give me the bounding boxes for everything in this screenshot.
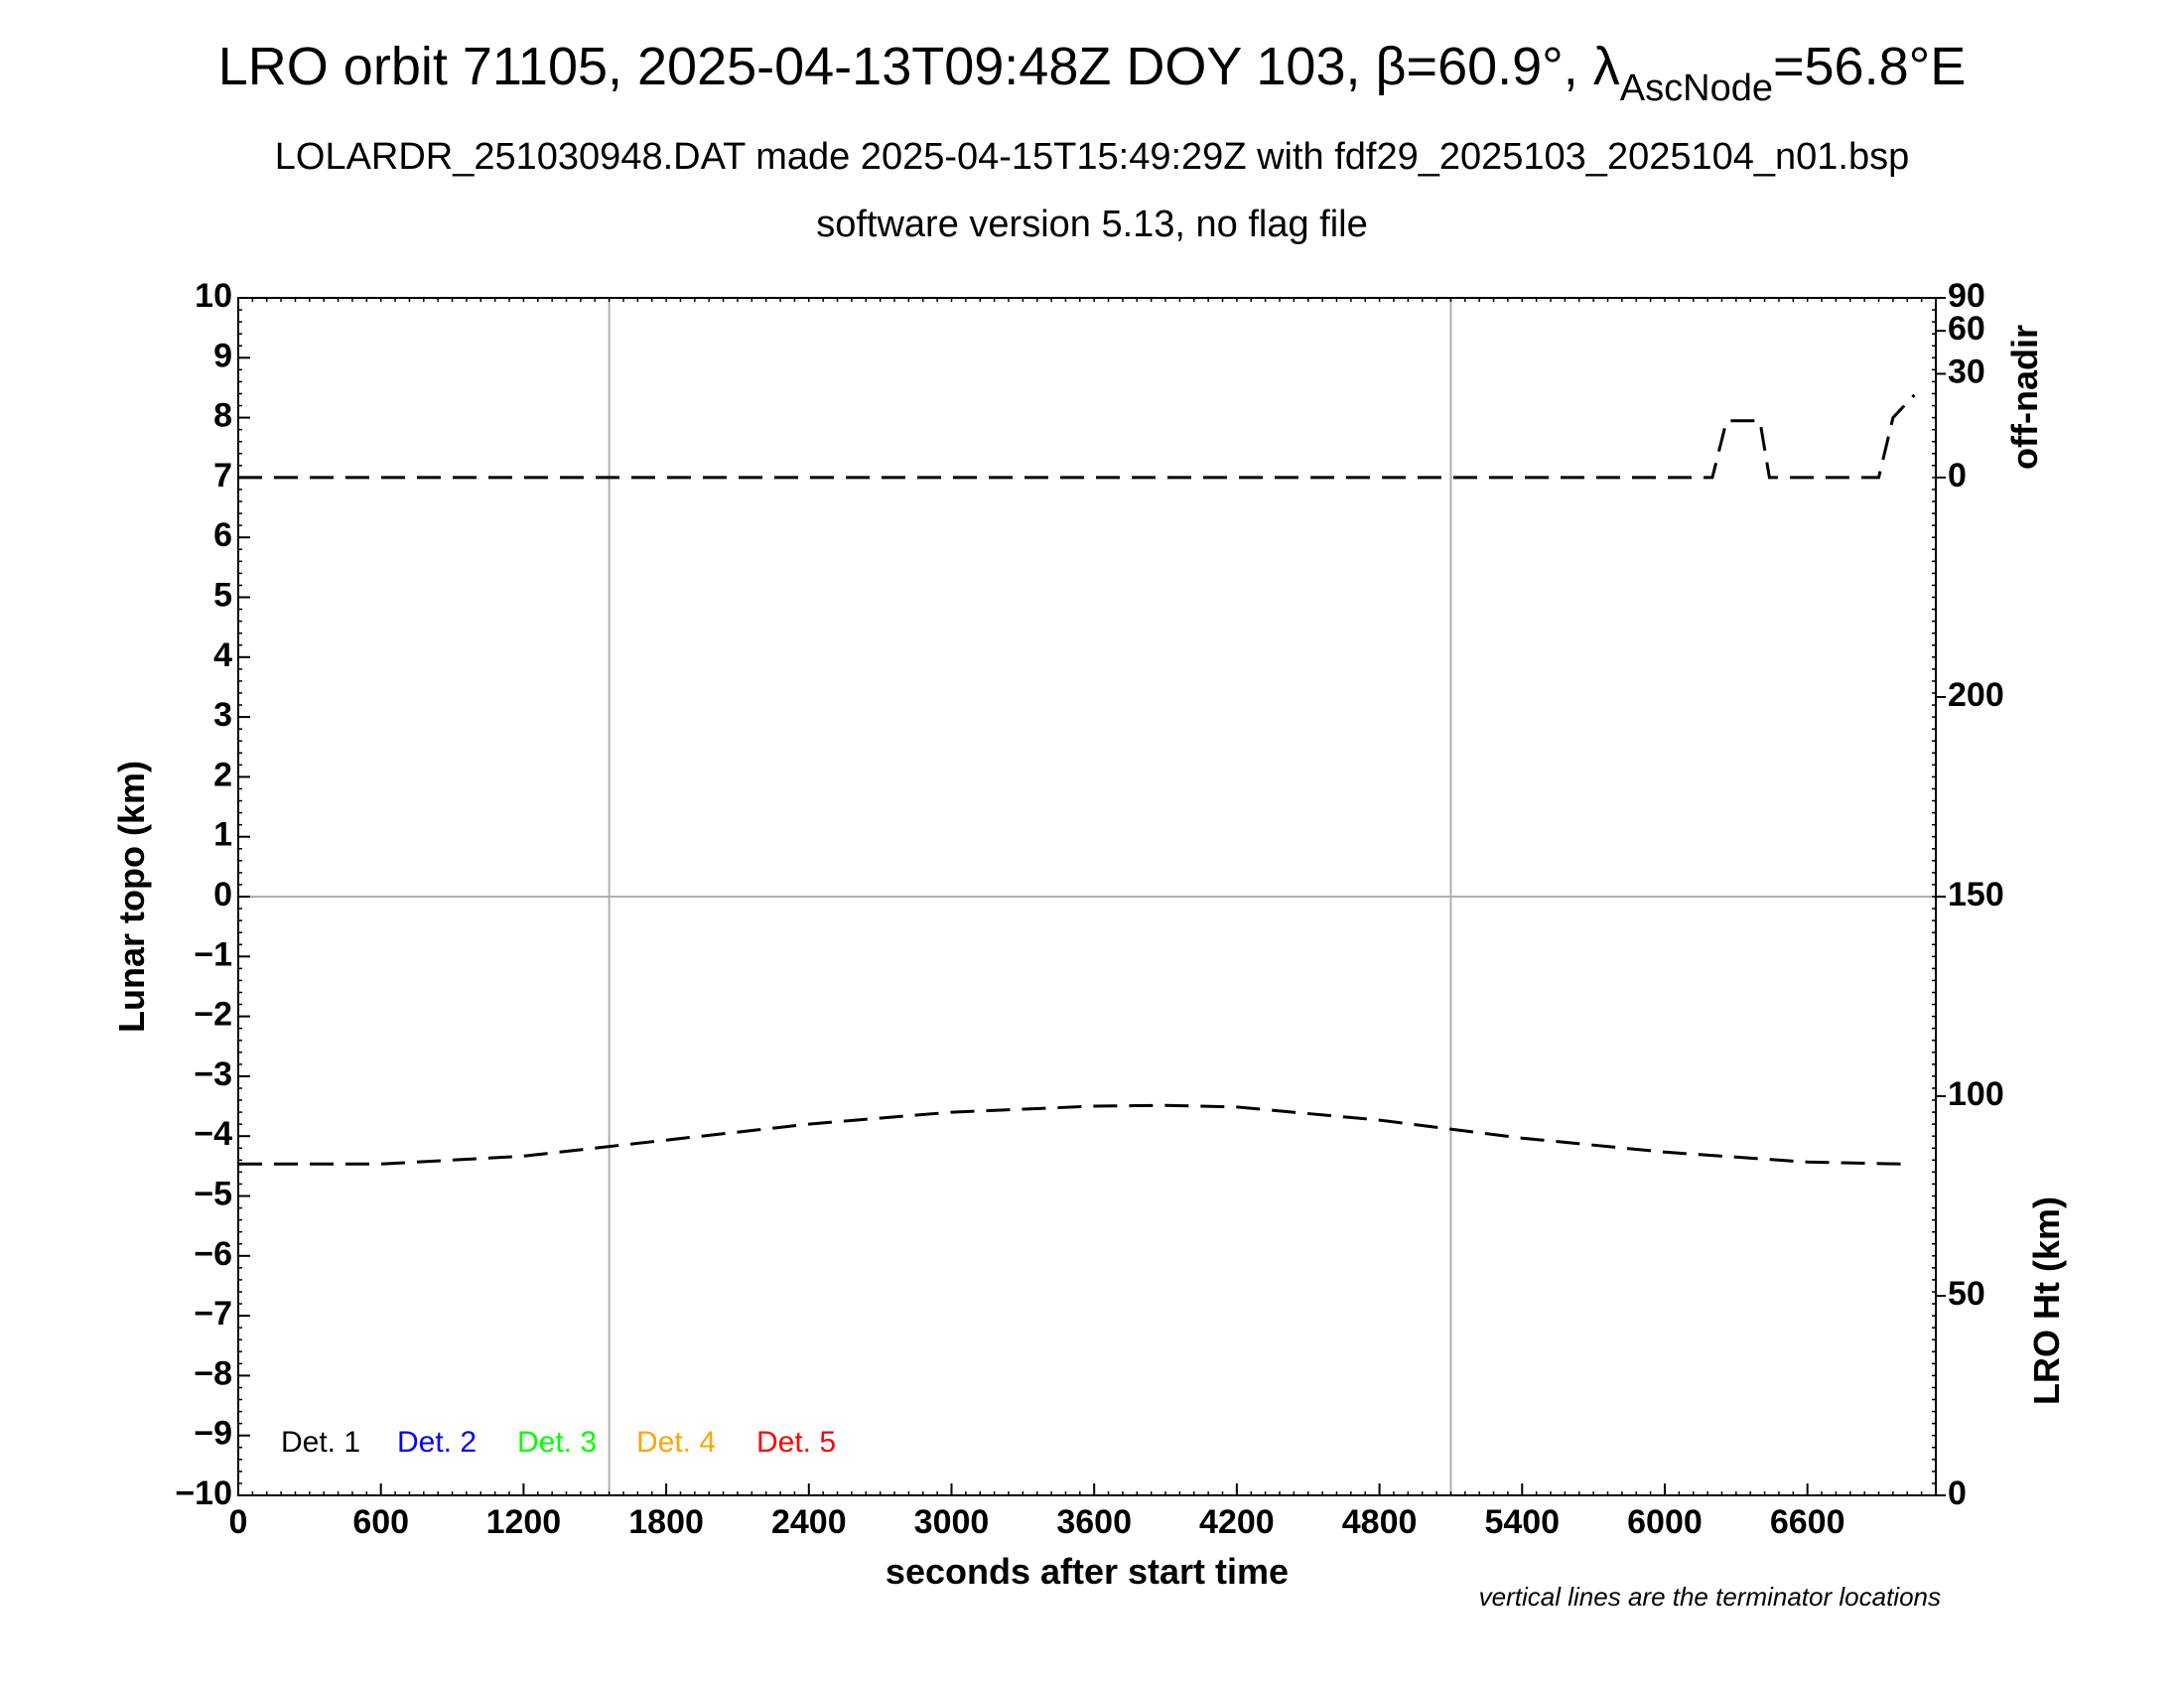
- y-tick-label: 0: [213, 876, 232, 914]
- legend-item: Det. 3: [517, 1426, 597, 1459]
- y-tick-label: −5: [194, 1175, 232, 1212]
- x-tick-label: 0: [229, 1503, 248, 1541]
- y-tick-label: 10: [195, 277, 232, 315]
- chart-subtitle-2: software version 5.13, no flag file: [816, 204, 1368, 245]
- height-line: [238, 1103, 1903, 1166]
- y-tick-label: −7: [194, 1295, 232, 1333]
- y-tick-label: 7: [213, 457, 232, 494]
- height-tick-label: 150: [1948, 876, 2004, 914]
- off-nadir-tick-label: 60: [1948, 310, 1985, 348]
- off-nadir-line: [238, 393, 1916, 480]
- x-tick-label: 3000: [914, 1503, 990, 1541]
- y-tick-label: 2: [213, 756, 232, 793]
- y-tick-label: 5: [213, 576, 232, 614]
- off-nadir-axis-label: off-nadir: [2004, 325, 2045, 470]
- y-tick-label: −8: [194, 1354, 232, 1392]
- x-axis-label: seconds after start time: [886, 1551, 1289, 1592]
- series-group: [238, 393, 1916, 1166]
- x-tick-label: 3600: [1056, 1503, 1132, 1541]
- x-tick-label: 1200: [486, 1503, 562, 1541]
- y-tick-label: −4: [194, 1115, 232, 1153]
- height-axis-label: LRO Ht (km): [2026, 1196, 2067, 1405]
- x-tick-label: 600: [352, 1503, 409, 1541]
- y-axis-label: Lunar topo (km): [111, 761, 152, 1033]
- y-tick-label: −2: [194, 996, 232, 1034]
- off-nadir-tick-label: 0: [1948, 457, 1967, 494]
- legend-item: Det. 2: [397, 1426, 477, 1459]
- y-tick-label: −1: [194, 935, 232, 973]
- x-axis-ticks: 0 600 1200 1800 2400 3000 3600 4200 4800 5400 6000…: [229, 1483, 1845, 1541]
- legend-item: Det. 5: [756, 1426, 836, 1459]
- off-nadir-tick-label: 90: [1948, 277, 1985, 315]
- y-tick-label: 4: [213, 636, 232, 674]
- y-tick-label: 3: [213, 696, 232, 734]
- footer-note: vertical lines are the terminator locati…: [1479, 1582, 1941, 1612]
- x-tick-label: 6000: [1627, 1503, 1703, 1541]
- y-tick-label: −10: [175, 1475, 232, 1512]
- x-tick-label: 4200: [1199, 1503, 1275, 1541]
- y-tick-label: 6: [213, 516, 232, 554]
- y-tick-label: −3: [194, 1055, 232, 1093]
- x-tick-label: 1800: [628, 1503, 704, 1541]
- height-tick-label: 50: [1948, 1275, 1985, 1313]
- height-tick-label: 100: [1948, 1075, 2004, 1113]
- y-tick-label: 8: [213, 397, 232, 435]
- x-tick-label: 6600: [1770, 1503, 1845, 1541]
- chart-title: LRO orbit 71105, 2025-04-13T09:48Z DOY 1…: [218, 37, 1966, 109]
- x-tick-label: 5400: [1484, 1503, 1560, 1541]
- height-tick-label: 0: [1948, 1475, 1967, 1512]
- y-tick-label: −6: [194, 1235, 232, 1273]
- legend-item: Det. 4: [636, 1426, 716, 1459]
- height-axis-ticks: 200 150 100 50 0: [1936, 676, 2004, 1512]
- minor-ticks: [237, 297, 1937, 1496]
- y-tick-label: 1: [213, 816, 232, 854]
- grid-lines: [238, 298, 1936, 1495]
- chart-subtitle: LOLARDR_251030948.DAT made 2025-04-15T15…: [275, 136, 1910, 178]
- y-tick-label: −9: [194, 1415, 232, 1453]
- off-nadir-tick-label: 30: [1948, 352, 1985, 390]
- x-tick-label: 2400: [771, 1503, 847, 1541]
- legend-item: Det. 1: [281, 1426, 360, 1459]
- height-tick-label: 200: [1948, 676, 2004, 714]
- x-tick-label: 4800: [1342, 1503, 1418, 1541]
- legend: Det. 1 Det. 2 Det. 3 Det. 4 Det. 5: [281, 1426, 836, 1459]
- y-tick-label: 9: [213, 337, 232, 374]
